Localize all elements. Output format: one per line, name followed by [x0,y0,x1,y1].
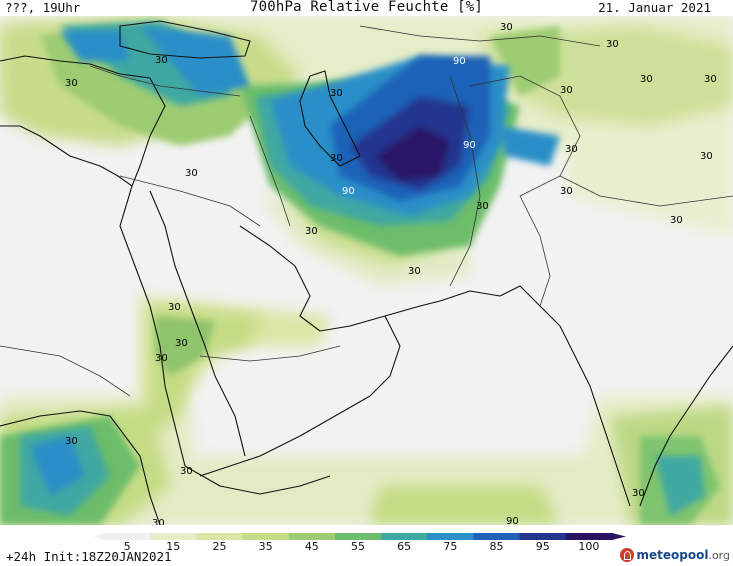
legend-tick-10: 100 [578,540,600,553]
contour-label-16: 30 [670,215,683,226]
contour-label-23: 30 [632,488,645,499]
coast-black-sea [119,20,251,59]
legend-tick-0: 5 [123,540,131,553]
border-india-north [559,175,733,207]
humidity-area-southeast-teal [655,456,705,516]
legend-tick-2: 25 [212,540,227,553]
legend-tick-5: 55 [351,540,365,553]
legend-swatch-1 [150,533,197,540]
meteopool-logo[interactable]: meteopool .org [619,546,730,564]
legend-tick-1: 15 [166,540,181,553]
border-pakistan-india [519,195,551,307]
humidity-area-east-pale [560,116,733,236]
contour-label-15: 30 [560,186,573,197]
border-iran-iraq [249,115,291,227]
contour-label-24: 90 [453,56,466,67]
coast-red-sea [119,185,186,467]
humidity-area-east-blue [500,126,560,166]
contour-label-19: 30 [155,353,168,364]
legend-swatch-4 [288,533,336,540]
color-legend: 5 15 25 35 45 55 65 75 85 95 100 [92,528,637,553]
legend-min-arrow [94,533,104,540]
legend-tick-9: 95 [535,540,550,553]
coast-oman [199,315,401,477]
forecast-date: 21. Januar 2021 [598,0,711,15]
contour-label-9: 30 [606,39,619,50]
legend-tick-8: 85 [489,540,504,553]
border-turkey [89,65,241,97]
humidity-area-southwest-blue [30,436,85,496]
coast-persian-gulf [239,225,441,332]
coast-red-sea-east [149,190,246,457]
contour-label-14: 30 [700,151,713,162]
contour-label-12: 30 [704,74,717,85]
legend-swatch-3 [242,533,290,540]
legend-tick-3: 35 [258,540,273,553]
legend-swatch-9 [519,533,567,540]
border-saudi-north [119,175,261,227]
humidity-map[interactable]: 30 30 30 30 30 30 30 30 30 30 30 30 30 3… [0,16,733,525]
humidity-area-west-blue [60,31,130,61]
border-afghan [469,75,581,197]
legend-colorbar [94,533,626,540]
contour-label-17: 30 [168,302,181,313]
humidity-area-south-olive [370,486,560,525]
contour-label-27: 90 [506,516,519,525]
humidity-field [0,16,733,525]
border-central-asia [359,25,601,47]
humidity-area-north-blue [140,26,250,96]
contour-label-3: 30 [185,168,198,179]
humidity-area-redsea-green [155,316,215,376]
legend-tick-4: 45 [304,540,319,553]
coast-africa-west [0,410,161,525]
legend-swatch-5 [334,533,382,540]
contour-label-18: 30 [175,338,188,349]
contour-label-0: 30 [155,55,168,66]
coast-pakistan [439,285,561,327]
contour-label-5: 30 [305,226,318,237]
coast-mediterranean [0,55,166,187]
contour-label-21: 30 [180,466,193,477]
legend-swatch-8 [473,533,521,540]
contour-label-26: 90 [342,186,355,197]
forecast-time-label: ???, 19Uhr [5,0,81,15]
legend-swatch-6 [381,533,428,540]
brand-domain: .org [708,548,730,562]
legend-swatch-10 [565,533,613,540]
legend-tick-6: 65 [397,540,412,553]
contour-label-7: 30 [476,201,489,212]
contour-label-10: 30 [560,85,573,96]
legend-swatch-0 [104,533,151,540]
map-title: 700hPa Relative Feuchte [%] [250,0,483,15]
contour-label-8: 30 [500,22,513,33]
contour-label-25: 90 [463,140,476,151]
legend-max-arrow [612,533,626,540]
contour-label-13: 30 [565,144,578,155]
contour-label-6: 30 [408,266,421,277]
coast-somalia [184,465,331,495]
legend-tick-7: 75 [443,540,458,553]
border-saudi-south [199,345,341,362]
contour-label-22: 30 [152,518,165,525]
legend-swatch-2 [196,533,244,540]
humidity-area-core-indigo [375,126,450,181]
contour-label-1: 30 [65,78,78,89]
contour-label-2: 30 [330,88,343,99]
brand-name: meteopool [636,548,709,562]
contour-label-20: 30 [65,436,78,447]
coastlines [0,20,733,525]
border-east-africa [0,345,131,397]
init-time-label: +24h Init:18Z20JAN2021 [6,549,172,564]
contour-label-4: 30 [330,153,343,164]
coast-india-west [559,325,631,507]
coast-caspian [299,70,361,167]
contour-labels: 30 30 30 30 30 30 30 30 30 30 30 30 30 3… [65,22,717,525]
coast-india-east [639,345,733,507]
border-iran-east [449,75,481,287]
legend-swatch-7 [427,533,474,540]
meteopool-logo-icon [619,548,634,562]
borders [0,25,733,397]
contour-label-11: 30 [640,74,653,85]
humidity-area-east-green [490,26,560,96]
